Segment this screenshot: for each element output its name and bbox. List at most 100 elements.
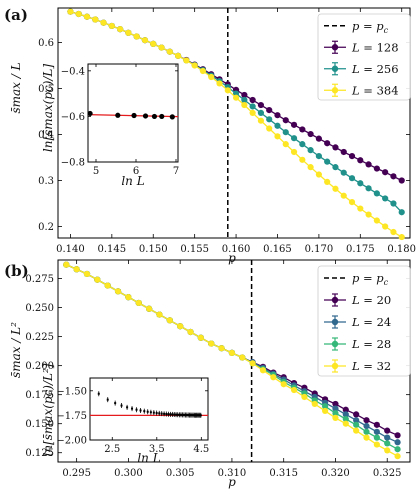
data-point	[63, 261, 70, 268]
data-point	[257, 101, 265, 109]
y-tick-label: 0.125	[25, 448, 54, 459]
data-point	[290, 148, 298, 156]
data-point	[259, 367, 267, 374]
data-point	[158, 44, 165, 51]
inset-y-tick-label: −0.8	[61, 158, 85, 169]
data-point	[315, 135, 322, 142]
inset-x-tick-label: 7	[173, 166, 179, 177]
y-tick-label: 0.6	[38, 38, 54, 49]
data-point	[174, 52, 182, 59]
data-point	[340, 169, 347, 176]
inset-point	[181, 413, 184, 416]
data-point	[114, 288, 122, 295]
inset-point	[185, 414, 188, 417]
data-point	[382, 169, 389, 176]
y-axis-label: s̄max / L	[9, 62, 23, 113]
inset-y-tick-label: −1.50	[56, 386, 87, 397]
data-point	[266, 116, 273, 123]
data-point	[357, 205, 364, 212]
inset-point	[167, 413, 170, 416]
series-L32	[63, 261, 401, 460]
x-tick-label: 0.320	[321, 468, 350, 479]
data-point	[141, 37, 149, 44]
inset-x-tick-label: 6	[133, 166, 139, 177]
data-point	[324, 158, 331, 165]
data-point	[373, 165, 380, 172]
legend-critical-text: p = p	[352, 19, 384, 33]
data-point	[241, 96, 248, 104]
data-point	[301, 393, 308, 401]
inset-point	[173, 413, 176, 416]
inset-frame	[87, 63, 179, 163]
legend-value: 28	[377, 337, 392, 351]
inset-x-tick-label: 2.5	[104, 444, 120, 455]
data-point	[398, 233, 405, 241]
data-point	[75, 10, 82, 18]
y-tick-label: 0.150	[25, 419, 54, 430]
inset-point	[184, 414, 187, 417]
data-point	[365, 161, 372, 168]
data-point	[241, 101, 248, 109]
inset-y-tick-label: −2.00	[56, 436, 87, 447]
inset-point	[131, 407, 134, 410]
data-point	[353, 421, 360, 428]
data-point	[322, 403, 329, 410]
data-point	[208, 340, 215, 347]
legend-box	[317, 265, 411, 377]
panel-a: (a) 0.140 0.145 0.150 0.155 0.160 0.165 0.170 0.…	[4, 6, 416, 265]
data-point	[357, 157, 364, 164]
inset-point	[152, 411, 155, 414]
inset-y-axis-label: ln[s̄max(pc)/L]	[41, 64, 55, 152]
data-point	[373, 441, 380, 448]
data-point	[125, 29, 132, 36]
legend-label-L20: L = 20	[351, 293, 391, 307]
data-point	[332, 164, 339, 171]
y-axis-label: s̄max / L²	[9, 322, 23, 378]
data-point	[73, 266, 80, 273]
legend-marker	[331, 318, 339, 326]
plot-frame	[57, 7, 411, 239]
data-point	[382, 195, 389, 202]
y-tick-label: 0.225	[25, 332, 54, 343]
data-point	[290, 121, 298, 128]
inset-point	[182, 413, 185, 416]
inset-y-tick-label: −0.6	[61, 112, 85, 123]
x-tick-label: 0.145	[98, 244, 127, 255]
legend-prefix: L =	[351, 337, 377, 351]
inset-point	[178, 413, 181, 416]
legend-value: 384	[377, 83, 399, 97]
data-point	[166, 48, 173, 55]
data-point	[373, 217, 380, 224]
x-tick-label: 0.155	[180, 244, 209, 255]
data-point	[357, 180, 364, 187]
data-point	[353, 411, 360, 418]
inset-point	[198, 414, 201, 417]
legend-label-L128: L = 128	[351, 40, 399, 54]
inset-frame	[89, 377, 209, 441]
data-point	[239, 354, 246, 361]
inset-point	[195, 414, 198, 417]
inset-point	[189, 414, 192, 417]
data-point	[177, 323, 184, 330]
data-point	[342, 420, 349, 427]
inset-point	[193, 414, 196, 417]
legend-label-L32: L = 32	[351, 359, 391, 373]
inset-point	[160, 412, 163, 415]
data-point	[104, 282, 111, 289]
legend-label-L256: L = 256	[351, 62, 399, 76]
data-point	[290, 386, 298, 394]
inset-point	[159, 113, 165, 120]
x-tick-label: 0.150	[139, 244, 168, 255]
data-point	[183, 57, 190, 64]
inset-point	[169, 413, 172, 416]
inset-point	[87, 110, 93, 117]
data-point	[353, 427, 360, 434]
data-point	[241, 91, 248, 99]
data-point	[257, 117, 265, 124]
inset-point	[115, 112, 121, 118]
inset-point	[151, 113, 158, 120]
legend-prefix: L =	[351, 62, 377, 76]
data-point	[340, 192, 347, 199]
legend-marker	[331, 87, 339, 94]
data-point	[353, 417, 360, 424]
